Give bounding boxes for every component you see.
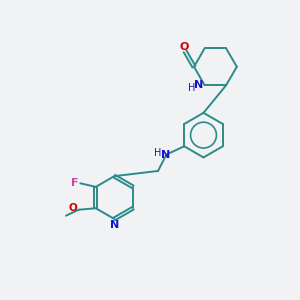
Text: H: H bbox=[188, 83, 195, 93]
Text: H: H bbox=[154, 148, 161, 158]
Text: N: N bbox=[194, 80, 203, 90]
Text: N: N bbox=[110, 220, 119, 230]
Text: N: N bbox=[161, 150, 170, 160]
Text: O: O bbox=[68, 203, 77, 213]
Text: O: O bbox=[179, 43, 189, 52]
Text: F: F bbox=[71, 178, 79, 188]
